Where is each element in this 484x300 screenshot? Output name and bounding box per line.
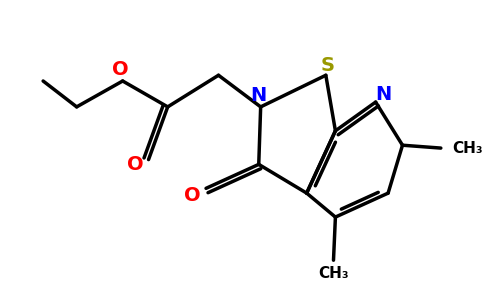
Text: N: N xyxy=(375,85,392,104)
Text: N: N xyxy=(251,86,267,105)
Text: CH₃: CH₃ xyxy=(453,141,483,156)
Text: S: S xyxy=(321,56,335,75)
Text: O: O xyxy=(112,60,129,79)
Text: O: O xyxy=(184,187,201,206)
Text: CH₃: CH₃ xyxy=(318,266,349,281)
Text: O: O xyxy=(127,155,143,174)
